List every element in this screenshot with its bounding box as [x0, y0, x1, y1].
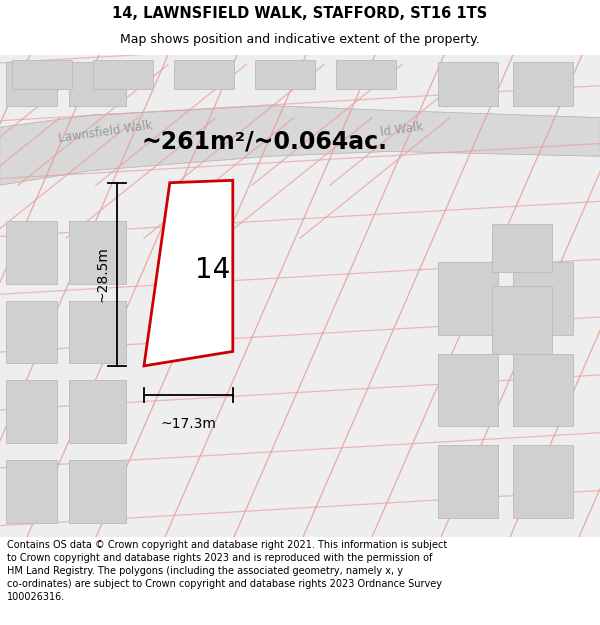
Bar — [513, 446, 573, 518]
Bar — [69, 381, 126, 443]
Bar — [513, 262, 573, 334]
Text: ~28.5m: ~28.5m — [95, 246, 109, 302]
Bar — [438, 446, 498, 518]
Bar — [6, 301, 57, 364]
Text: ~17.3m: ~17.3m — [160, 416, 217, 431]
Text: ld Walk: ld Walk — [380, 120, 424, 139]
Bar — [69, 62, 126, 106]
Bar — [12, 60, 72, 89]
Text: Map shows position and indicative extent of the property.: Map shows position and indicative extent… — [120, 33, 480, 46]
Bar — [6, 460, 57, 522]
Polygon shape — [144, 181, 233, 366]
Text: 14, LAWNSFIELD WALK, STAFFORD, ST16 1TS: 14, LAWNSFIELD WALK, STAFFORD, ST16 1TS — [112, 6, 488, 21]
Bar — [69, 460, 126, 522]
Text: Lawnsfield Walk: Lawnsfield Walk — [57, 119, 153, 145]
Bar — [6, 62, 57, 106]
Text: ~261m²/~0.064ac.: ~261m²/~0.064ac. — [141, 130, 387, 154]
Bar — [492, 224, 552, 272]
Bar — [69, 221, 126, 284]
Bar — [438, 354, 498, 426]
Bar — [69, 301, 126, 364]
Bar — [336, 60, 396, 89]
Bar — [438, 62, 498, 106]
Bar — [513, 62, 573, 106]
Bar — [174, 60, 234, 89]
Bar — [513, 354, 573, 426]
Bar — [255, 60, 315, 89]
Bar — [93, 60, 153, 89]
Bar — [6, 221, 57, 284]
Text: 14: 14 — [195, 256, 230, 284]
Bar — [492, 286, 552, 354]
Text: Contains OS data © Crown copyright and database right 2021. This information is : Contains OS data © Crown copyright and d… — [7, 539, 448, 602]
Bar — [438, 262, 498, 334]
Bar — [6, 381, 57, 443]
Polygon shape — [0, 106, 600, 185]
